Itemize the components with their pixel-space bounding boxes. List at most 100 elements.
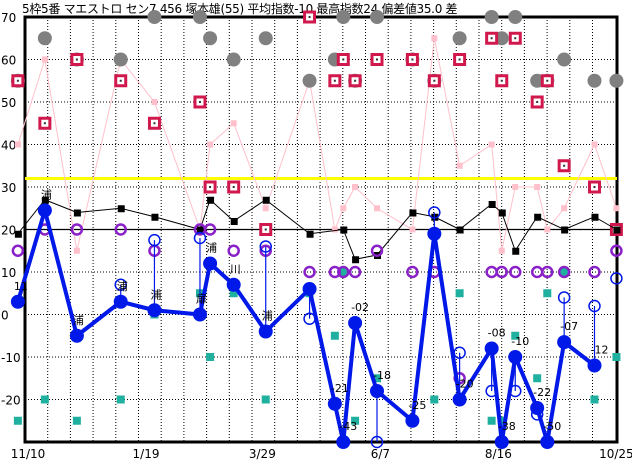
pink-point xyxy=(207,141,214,148)
hollow-blue-point xyxy=(193,231,207,245)
main-point-label: -07 xyxy=(560,320,578,333)
red-square-center xyxy=(546,79,549,82)
y-tick-label: 40 xyxy=(1,139,16,153)
pink-point xyxy=(331,226,338,233)
x-tick-label: 8/16 xyxy=(485,447,512,460)
purple-circle-point xyxy=(541,265,554,279)
main-point-label: -21 xyxy=(331,382,349,395)
y-tick-label: 20 xyxy=(1,224,16,238)
pink-point xyxy=(409,226,416,233)
red-square-center xyxy=(232,186,235,188)
pink-point xyxy=(512,184,519,190)
red-square-center xyxy=(308,16,311,18)
main-point xyxy=(336,435,351,449)
pink-point xyxy=(544,226,551,233)
main-point xyxy=(370,384,385,398)
teal-square-point xyxy=(116,395,125,404)
teal-square-point xyxy=(590,395,599,404)
purple-circle-point xyxy=(114,223,127,236)
x-tick-label: 3/29 xyxy=(249,447,276,460)
red-square-center xyxy=(43,122,46,125)
gray-circle-point xyxy=(258,31,273,46)
main-point xyxy=(69,328,84,343)
teal-square-point xyxy=(339,268,348,276)
teal-square-point xyxy=(511,331,520,340)
hollow-blue-point xyxy=(557,291,571,304)
red-square-center xyxy=(333,79,336,82)
x-tick-label: 10/25 xyxy=(599,447,632,460)
purple-circle-point xyxy=(610,244,623,257)
hollow-blue-point xyxy=(370,435,384,449)
red-square-center xyxy=(153,122,156,125)
y-tick-label: -10 xyxy=(1,351,21,365)
black-point xyxy=(409,209,417,217)
main-point xyxy=(427,226,442,241)
pink-point xyxy=(591,141,598,148)
main-point xyxy=(192,307,207,322)
pink-point xyxy=(613,205,620,212)
teal-square-point xyxy=(373,374,382,383)
main-point-label: 川 xyxy=(230,263,241,276)
main-point-label: 浦 xyxy=(206,242,217,255)
pink-point xyxy=(340,205,347,212)
pink-point xyxy=(230,120,237,127)
red-square-center xyxy=(458,58,461,61)
main-point xyxy=(37,203,52,218)
gray-circle-point xyxy=(557,52,572,67)
teal-square-point xyxy=(13,416,22,425)
black-point xyxy=(207,196,215,204)
main-point xyxy=(258,324,273,339)
hollow-blue-point xyxy=(259,240,272,253)
main-point xyxy=(540,435,555,449)
main-point xyxy=(494,435,509,449)
gray-circle-point xyxy=(336,10,351,24)
main-point-label: 浦 xyxy=(73,314,84,327)
black-point xyxy=(117,205,125,213)
teal-square-point xyxy=(560,268,569,276)
hollow-blue-point xyxy=(114,278,127,291)
black-point xyxy=(230,218,238,225)
y-tick-label: 60 xyxy=(1,54,16,68)
gray-circle-point xyxy=(587,73,602,88)
red-square-center xyxy=(264,228,267,231)
black-point xyxy=(498,209,506,217)
main-point xyxy=(226,277,241,292)
teal-square-point xyxy=(229,289,238,298)
teal-square-point xyxy=(497,416,506,425)
teal-square-point xyxy=(72,416,81,425)
main-point-label: 浦 xyxy=(262,310,273,323)
black-point xyxy=(151,213,159,221)
red-square-center xyxy=(514,37,517,40)
pink-point xyxy=(352,184,359,190)
main-point-label: -43 xyxy=(339,420,357,433)
pink-point xyxy=(151,99,158,105)
main-point-label: -18 xyxy=(373,369,391,382)
gray-circle-point xyxy=(37,31,52,46)
main-point-label: -50 xyxy=(543,420,561,433)
red-square-center xyxy=(342,58,345,61)
main-point-label: 浦 xyxy=(41,188,52,201)
y-tick-label: 10 xyxy=(1,266,16,280)
main-point xyxy=(557,335,572,350)
red-square-center xyxy=(354,79,357,82)
red-square-center xyxy=(411,58,414,61)
pink-point xyxy=(73,247,80,254)
pink-point xyxy=(262,205,269,212)
purple-circle-point xyxy=(11,244,25,257)
teal-square-point xyxy=(430,395,439,404)
main-point-label: 11 xyxy=(14,280,28,293)
red-square-center xyxy=(433,79,436,82)
y-tick-label: 50 xyxy=(1,96,16,110)
main-point xyxy=(530,401,545,415)
pink-point xyxy=(41,56,48,63)
teal-square-point xyxy=(543,289,552,298)
hollow-blue-point xyxy=(610,272,623,285)
gray-circle-point xyxy=(226,52,241,67)
black-point xyxy=(14,230,22,238)
black-point xyxy=(456,226,464,234)
black-point xyxy=(352,256,360,264)
red-square-center xyxy=(75,58,78,61)
pink-point xyxy=(488,141,495,148)
purple-circle-point xyxy=(406,265,419,279)
red-square-center xyxy=(563,164,566,167)
